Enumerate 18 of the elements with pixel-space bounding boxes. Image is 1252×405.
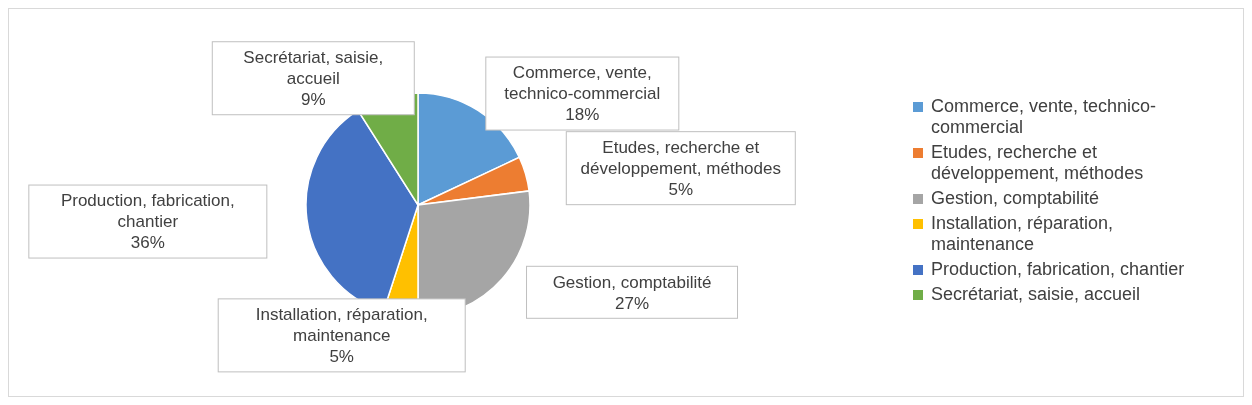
slice-label: Installation, réparation, maintenance [255,305,428,346]
data-label: 18% [565,105,600,125]
slice-label: Gestion, comptabilité [552,272,712,292]
legend-label: Secrétariat, saisie, accueil [931,284,1141,305]
data-label: 9% [300,90,326,110]
legend-label: Production, fabrication, chantier [931,259,1185,280]
slice-label: Secrétariat, saisie, accueil [243,48,384,89]
data-label: 27% [615,293,650,313]
data-label: 5% [668,180,694,200]
legend-label: Etudes, recherche et développement, méthodes [931,142,1145,184]
slice-label: Production, fabrication, chantier [60,191,235,232]
legend-label: Commerce, vente, technico-commercial [931,96,1158,138]
slice-label: Commerce, vente, technico-commercial [504,63,661,104]
data-label: 5% [329,347,354,367]
legend-label: Installation, réparation, maintenance [931,213,1115,255]
slice-label: Etudes, recherche et développement, méthodes [580,138,781,179]
data-label: 36% [130,233,165,253]
legend-label: Gestion, comptabilité [931,188,1100,209]
